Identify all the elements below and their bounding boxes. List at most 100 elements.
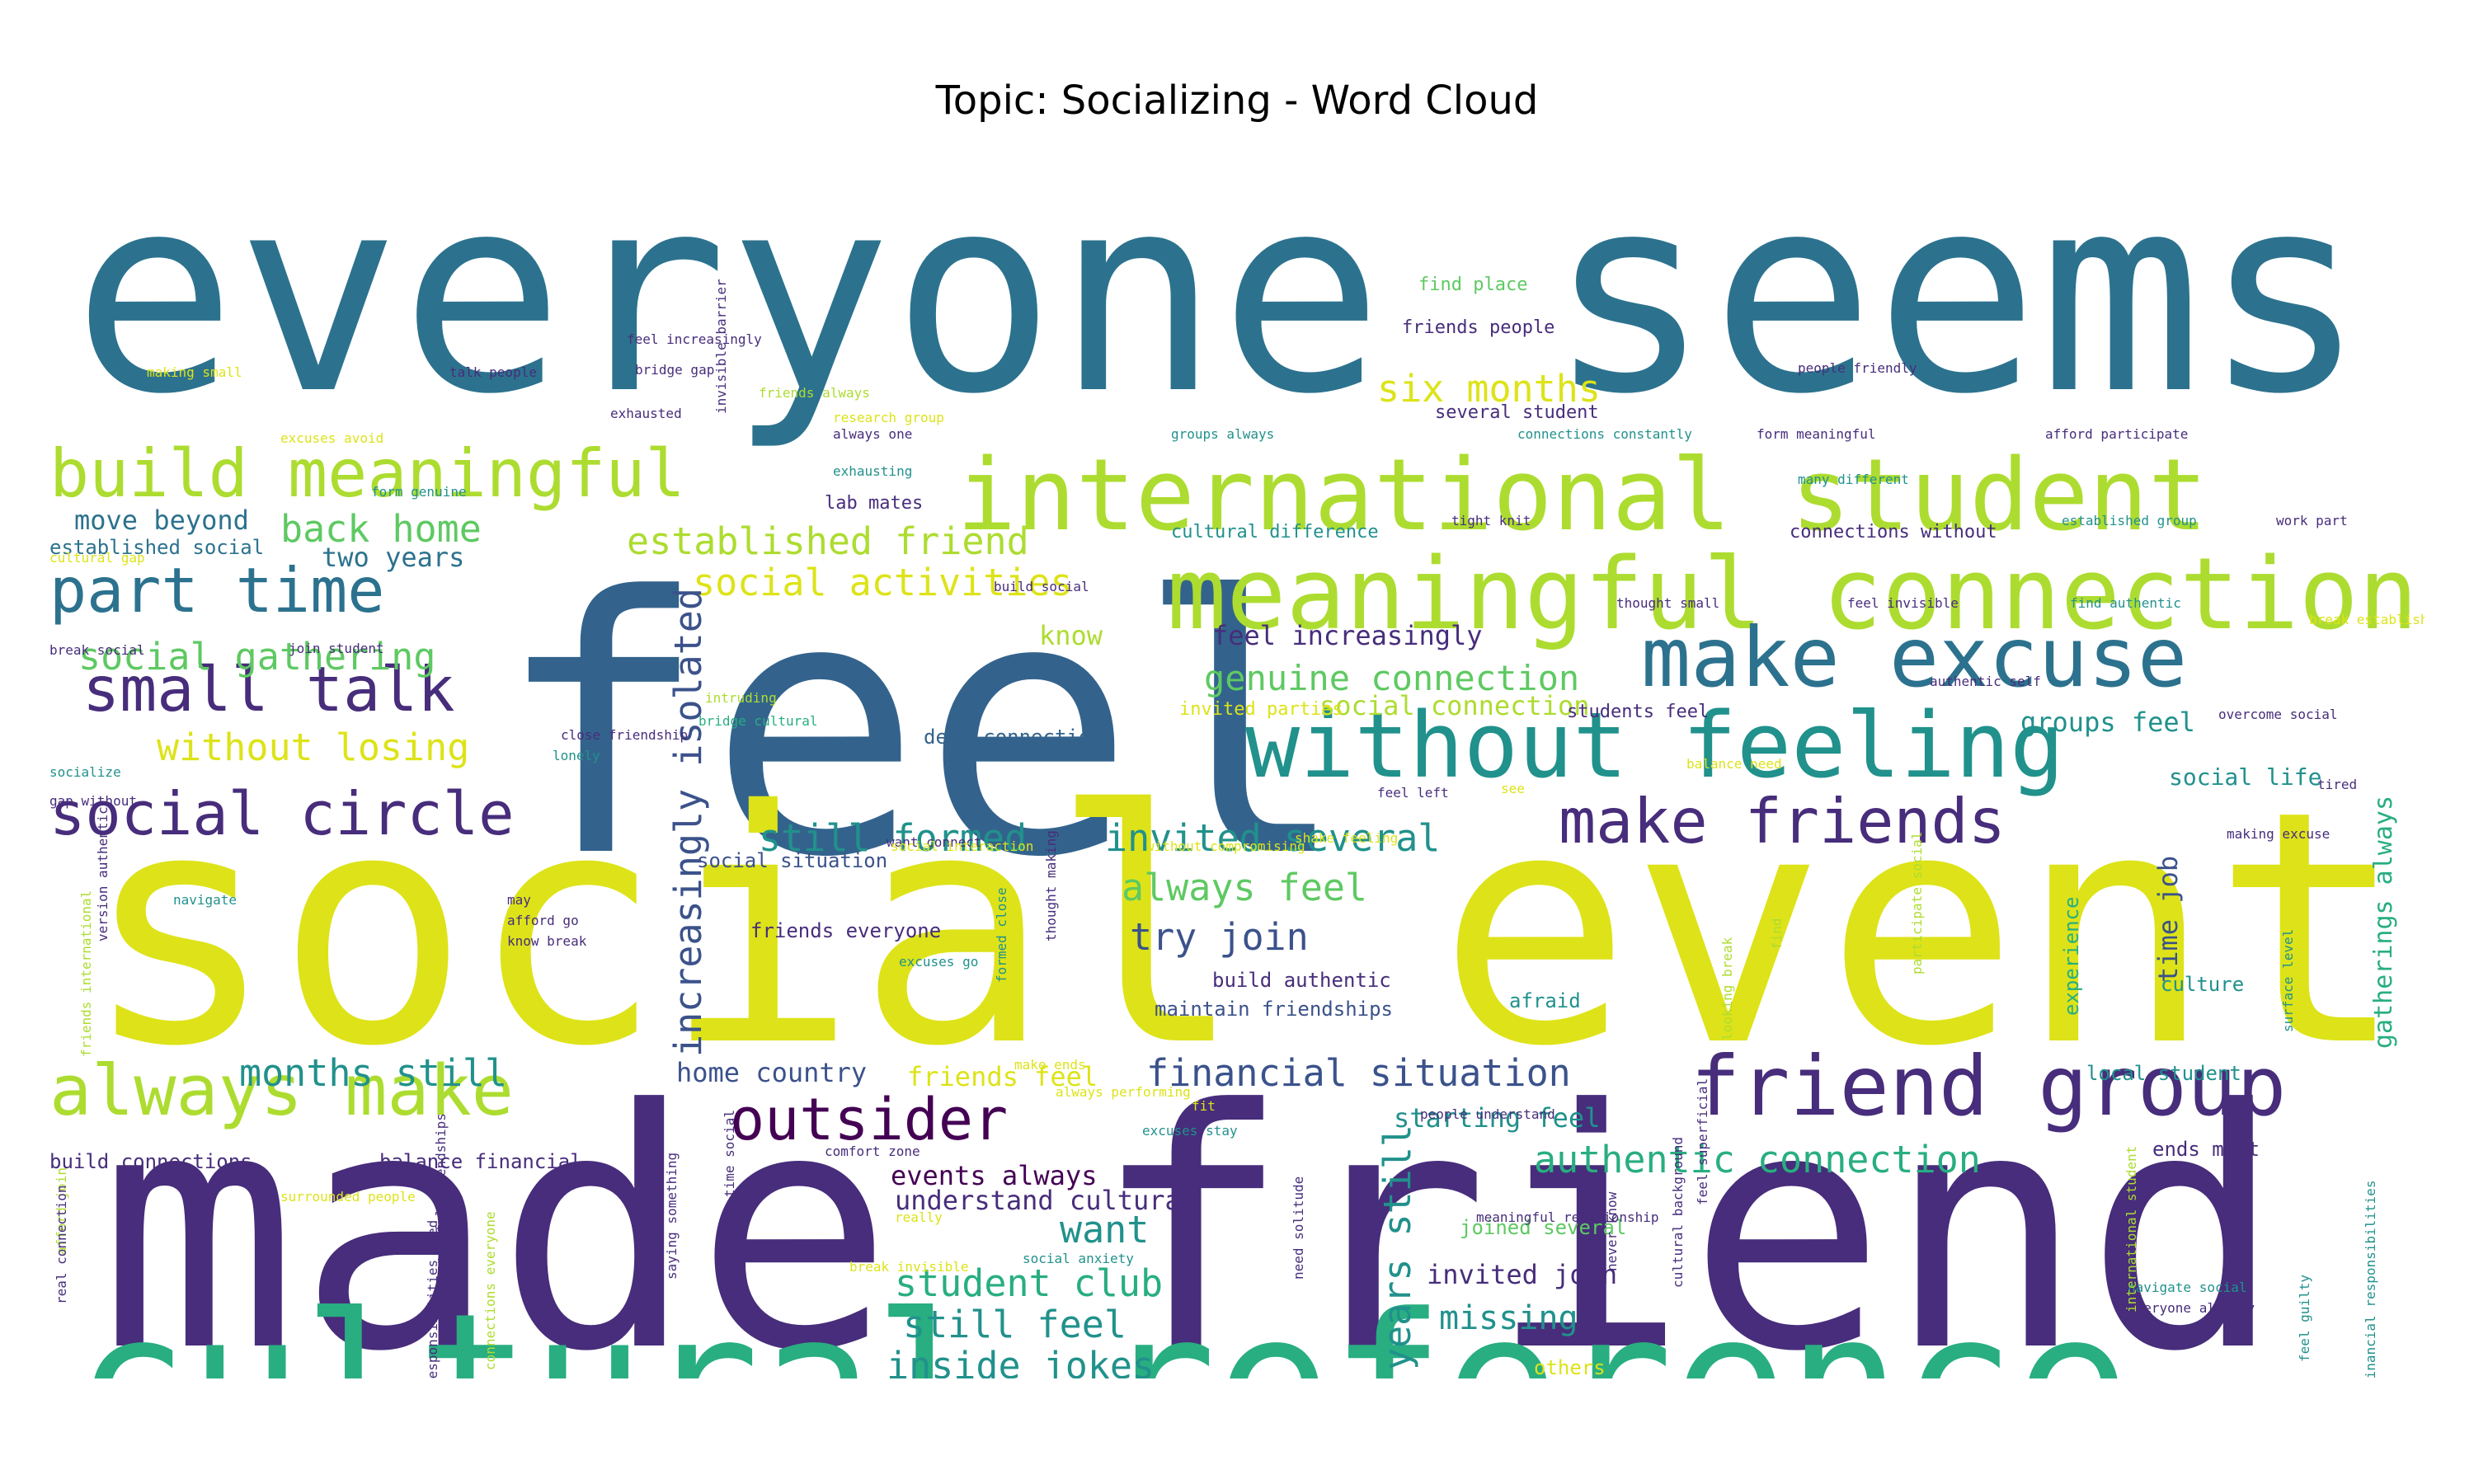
word-friends-international: friends international: [78, 890, 94, 1057]
word-find-place: find place: [1418, 275, 1527, 295]
word-groups-always: groups always: [1171, 426, 1274, 442]
word-established-group: established group: [2062, 513, 2197, 528]
word-still-formed: still formed: [759, 816, 1027, 860]
word-friends-feel: friends feel: [907, 1061, 1098, 1092]
word-navigate: navigate: [173, 892, 237, 908]
word-exhausted: exhausted: [610, 406, 682, 421]
word-looking-break: looking break: [1719, 937, 1735, 1040]
word-tight-knit: tight knit: [1451, 513, 1531, 528]
word-try-join: try join: [1130, 915, 1309, 959]
word-groups-feel: groups feel: [2020, 707, 2195, 738]
word-afford-join: afford join: [54, 1167, 69, 1255]
word-feel-left: feel left: [1377, 785, 1449, 801]
word-build-social: build social: [994, 579, 1089, 594]
word-build-connections: build connections: [49, 1150, 252, 1173]
word-increasingly-isolated: increasingly isolated: [666, 588, 710, 1057]
word-made-friend: made friend: [99, 1040, 2284, 1378]
word-feel-increasingly: feel increasingly: [1212, 620, 1483, 651]
word-making-small: making small: [147, 364, 242, 380]
word-bridge-cultural: bridge cultural: [698, 713, 818, 729]
word-events-always: events always: [891, 1160, 1097, 1191]
word-several-student: several student: [1435, 402, 1599, 423]
word-always-feel: always feel: [1122, 866, 1367, 909]
word-authentic-self: authentic self: [1930, 674, 2041, 689]
word-years-still: years still: [1376, 1125, 1419, 1370]
word-form-meaningful: form meaningful: [1757, 426, 1876, 442]
word-comfort-zone: comfort zone: [825, 1144, 920, 1159]
word-afraid: afraid: [1509, 989, 1581, 1012]
word-feel: feel: [495, 523, 1349, 935]
word-people-friendly: people friendly: [1798, 360, 1917, 376]
word-overcome-social: overcome social: [2218, 707, 2338, 722]
word-need-solitude: need solitude: [1291, 1176, 1306, 1280]
word-social-connection: social connection: [1319, 690, 1590, 721]
word-invited-join: invited join: [1427, 1259, 1617, 1290]
word-starting-feel: starting feel: [1394, 1102, 1600, 1134]
word-understand-cultural: understand cultural: [895, 1185, 1197, 1216]
word-joined-several: joined several: [1460, 1216, 1626, 1239]
word-established-friend: established friend: [627, 519, 1029, 563]
word-research-group: research group: [833, 410, 944, 425]
word-without-feeling: without feeling: [1245, 693, 2064, 798]
word-build-meaningful: build meaningful: [49, 435, 685, 512]
word-want-connect: want connect: [887, 834, 982, 850]
word-move-beyond: move beyond: [74, 505, 249, 536]
word-afford-participate: afford participate: [2045, 426, 2188, 442]
word-break-social: break social: [49, 642, 145, 658]
word-feel-guilty: feel guilty: [2297, 1275, 2312, 1362]
word-small-talk: small talk: [82, 653, 455, 726]
word-always-performing: always performing: [1056, 1084, 1191, 1100]
word-everyone-seems: everyone seems: [73, 137, 2366, 453]
word-thought-small: thought small: [1616, 595, 1719, 611]
word-social-gathering: social gathering: [78, 635, 435, 679]
word-part-time: part time: [49, 554, 384, 627]
word-outsider: outsider: [730, 1086, 1008, 1153]
word-friends-everyone: friends everyone: [750, 919, 941, 942]
word-feel-superficial: feel superficial: [1695, 1078, 1710, 1205]
word-meaningful-connection: meaningful connection: [1167, 538, 2418, 652]
word-make-excuse: make excuse: [1641, 609, 2187, 706]
word-navigate-social: navigate social: [2128, 1280, 2247, 1295]
word-without-losing: without losing: [157, 726, 469, 769]
word-social-interaction: social interaction: [891, 838, 1033, 854]
word-participate-social: participate social: [1909, 832, 1925, 974]
word-may: may: [507, 892, 531, 908]
word-back-home: back home: [280, 507, 482, 551]
word-social-circle: social circle: [49, 779, 515, 848]
word-shake-feeling: shake feeling: [1295, 830, 1398, 846]
word-home-country: home country: [676, 1057, 867, 1088]
word-connections-everyone: connections everyone: [482, 1211, 498, 1370]
word-culture: culture: [2161, 973, 2244, 996]
word-responsibilities-need: responsibilities need: [425, 1220, 440, 1378]
word-social-event: social event: [82, 742, 2406, 1116]
word-form-genuine: form genuine: [371, 484, 467, 500]
word-financial-situation: financial situation: [1146, 1051, 1571, 1095]
word-afford-go: afford go: [507, 913, 579, 928]
word-deep-connection: deep connection: [924, 726, 1103, 749]
word-many-different: many different: [1798, 472, 1909, 487]
word-find: find: [1769, 918, 1785, 950]
word-formed-close: formed close: [994, 887, 1009, 983]
word-social-anxiety: social anxiety: [1023, 1251, 1134, 1266]
word-excuses-go: excuses go: [899, 954, 978, 970]
word-missing: missing: [1439, 1299, 1578, 1337]
word-financial-responsibilities: financial responsibilities: [2363, 1181, 2378, 1378]
word-students-feel: students feel: [1567, 702, 1709, 722]
word-join-student: join student: [289, 641, 384, 656]
word-balance-need: balance need: [1686, 756, 1782, 772]
word-gatherings-always: gatherings always: [2369, 796, 2398, 1049]
word-international-student: international student: [957, 439, 2208, 553]
figure-title: Topic: Socializing - Word Cloud: [935, 77, 1539, 124]
word-find-authentic: find authentic: [2070, 595, 2181, 611]
word-lonely: lonely: [553, 748, 600, 763]
word-real-connection: real connection: [54, 1186, 69, 1305]
word-social-situation: social situation: [697, 849, 887, 872]
word-others: others: [1534, 1356, 1606, 1378]
word-local-student: local student: [2086, 1062, 2241, 1085]
word-six-months: six months: [1377, 367, 1601, 411]
word-lab-mates: lab mates: [825, 493, 923, 514]
word-exhausting: exhausting: [833, 463, 912, 479]
word-gap-without: gap without: [49, 793, 137, 809]
word-several-social: several social: [1435, 1377, 1747, 1378]
